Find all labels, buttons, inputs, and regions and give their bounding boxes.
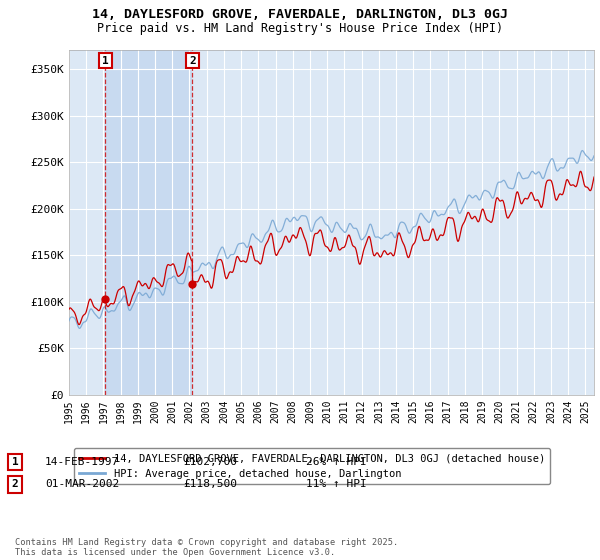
Text: 1: 1 [102, 55, 109, 66]
Text: 01-MAR-2002: 01-MAR-2002 [45, 479, 119, 489]
Text: 1: 1 [11, 457, 19, 467]
Text: Contains HM Land Registry data © Crown copyright and database right 2025.
This d: Contains HM Land Registry data © Crown c… [15, 538, 398, 557]
Bar [106, 50, 193, 395]
Text: Price paid vs. HM Land Registry's House Price Index (HPI): Price paid vs. HM Land Registry's House … [97, 22, 503, 35]
Text: 11% ↑ HPI: 11% ↑ HPI [306, 479, 367, 489]
Text: £118,500: £118,500 [183, 479, 237, 489]
Text: 2: 2 [189, 55, 196, 66]
Text: 26% ↑ HPI: 26% ↑ HPI [306, 457, 367, 467]
Text: 2: 2 [11, 479, 19, 489]
Text: 14-FEB-1997: 14-FEB-1997 [45, 457, 119, 467]
Text: 14, DAYLESFORD GROVE, FAVERDALE, DARLINGTON, DL3 0GJ: 14, DAYLESFORD GROVE, FAVERDALE, DARLING… [92, 8, 508, 21]
Legend: 14, DAYLESFORD GROVE, FAVERDALE, DARLINGTON, DL3 0GJ (detached house), HPI: Aver: 14, DAYLESFORD GROVE, FAVERDALE, DARLING… [74, 448, 550, 484]
Text: £102,700: £102,700 [183, 457, 237, 467]
